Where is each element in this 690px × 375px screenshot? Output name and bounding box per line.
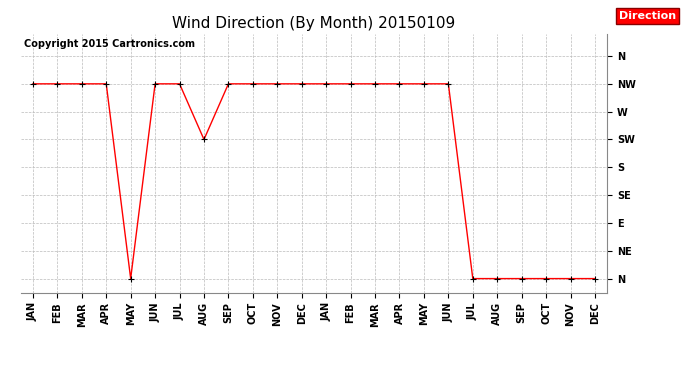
Text: Copyright 2015 Cartronics.com: Copyright 2015 Cartronics.com bbox=[23, 39, 195, 49]
Title: Wind Direction (By Month) 20150109: Wind Direction (By Month) 20150109 bbox=[172, 16, 455, 31]
Text: Direction: Direction bbox=[619, 11, 676, 21]
